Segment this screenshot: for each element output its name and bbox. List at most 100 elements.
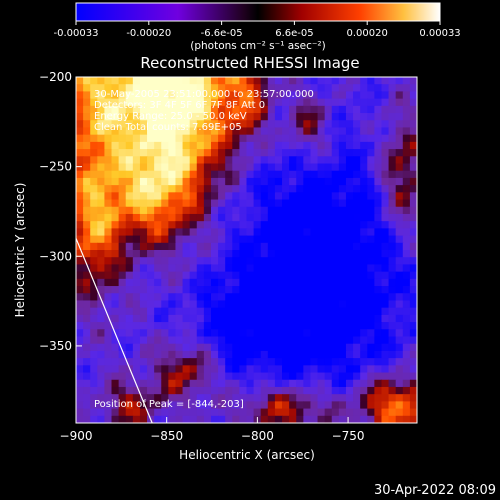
heatmap-cell [182,322,191,330]
heatmap-cell [402,77,411,85]
heatmap-cell [274,271,283,280]
heatmap-cell [76,343,84,352]
heatmap-cell [381,185,390,193]
heatmap-cell [317,163,326,172]
heatmap-cell [175,105,184,114]
heatmap-cell [97,192,106,201]
heatmap-cell [267,199,276,208]
heatmap-cell [232,228,240,237]
heatmap-cell [296,77,304,85]
heatmap-cell [388,199,397,208]
heatmap-cell [289,350,297,359]
heatmap-cell [338,372,347,381]
heatmap-cell [296,156,304,165]
heatmap-cell [218,163,226,172]
heatmap-cell [310,163,319,172]
heatmap-cell [388,127,397,136]
heatmap-cell [274,401,283,410]
heatmap-cell [189,199,198,208]
heatmap-cell [409,365,417,374]
heatmap-cell [345,264,354,273]
heatmap-cell [388,264,397,273]
heatmap-cell [388,401,397,410]
heatmap-cell [310,257,319,266]
heatmap-cell [374,307,383,316]
heatmap-cell [175,336,184,345]
heatmap-cell [338,105,347,114]
heatmap-cell [260,91,269,100]
heatmap-cell [189,314,198,323]
heatmap-cell [97,343,106,352]
heatmap-cell [402,199,411,208]
heatmap-cell [289,257,297,266]
colorbar: -0.00033 -0.00020 -6.6e-05 6.6e-05 0.00020 0.… [54,2,461,52]
heatmap-cell [104,358,113,366]
heatmap-cell [360,350,368,359]
heatmap-cell [147,358,155,366]
heatmap-cell [338,242,347,251]
heatmap-cell [90,221,98,229]
heatmap-cell [409,336,417,345]
heatmap-cell [83,408,91,417]
heatmap-cell [338,286,347,294]
heatmap-cell [289,177,297,186]
heatmap-cell [154,120,162,129]
heatmap-cell [402,271,411,280]
heatmap-cell [203,156,212,165]
heatmap-cell [189,379,198,388]
heatmap-cell [289,242,297,251]
heatmap-cell [353,314,361,323]
heatmap-cell [210,271,219,280]
heatmap-cell [218,192,226,201]
heatmap-cell [210,386,219,395]
heatmap-cell [239,199,248,208]
heatmap-cell [260,77,269,85]
heatmap-cell [395,329,404,338]
heatmap-cell [196,228,205,237]
heatmap-cell [232,113,240,121]
heatmap-cell [310,105,319,114]
heatmap-cell [246,358,255,366]
heatmap-cell [402,141,411,150]
heatmap-cell [360,141,368,150]
heatmap-cell [267,408,276,417]
heatmap-cell [374,127,383,136]
heatmap-cell [374,257,383,266]
heatmap-cell [331,149,340,157]
heatmap-cell [90,134,98,143]
heatmap-cell [168,206,177,215]
heatmap-cell [203,206,212,215]
heatmap-cell [253,314,262,323]
heatmap-cell [274,293,283,302]
heatmap-cell [260,199,269,208]
heatmap-cell [147,286,155,294]
heatmap-cell [338,343,347,352]
heatmap-cell [196,250,205,258]
heatmap-cell [360,242,368,251]
heatmap-cell [267,156,276,165]
heatmap-cell [147,120,155,129]
heatmap-cell [132,365,141,374]
heatmap-cell [253,170,262,179]
heatmap-cell [274,221,283,229]
heatmap-cell [267,379,276,388]
heatmap-cell [324,235,333,244]
heatmap-cell [246,199,255,208]
heatmap-cell [104,156,113,165]
heatmap-cell [154,199,162,208]
heatmap-cell [196,120,205,129]
heatmap-cell [402,213,411,222]
heatmap-cell [324,250,333,258]
heatmap-cell [409,278,417,287]
heatmap-cell [175,322,184,330]
heatmap-cell [253,365,262,374]
heatmap-cell [353,192,361,201]
heatmap-cell [381,192,390,201]
y-axis: −200−250−300−350 [39,70,82,353]
heatmap-cell [267,98,276,107]
heatmap-cell [203,177,212,186]
heatmap-cell [154,250,162,258]
heatmap-cell [324,120,333,129]
heatmap-cell [289,379,297,388]
heatmap-cell [310,343,319,352]
